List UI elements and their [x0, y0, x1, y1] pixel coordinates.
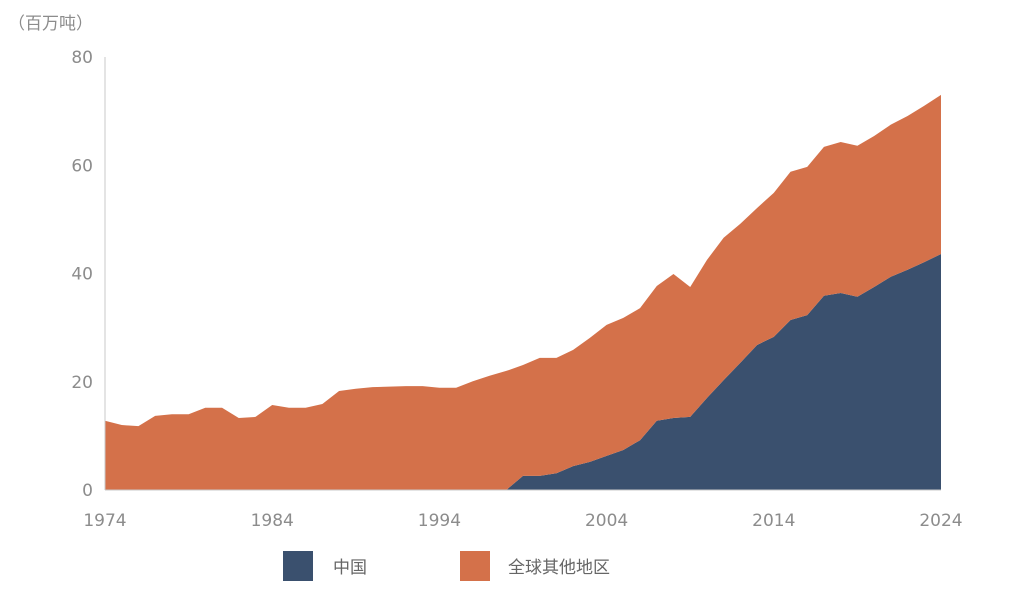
y-axis-unit-label: （百万吨） — [8, 14, 93, 34]
area-china — [105, 254, 941, 490]
y-tick-label: 40 — [71, 265, 93, 285]
legend-swatch-rest-of-world — [460, 551, 490, 581]
x-tick-label: 1984 — [251, 511, 294, 531]
y-tick-label: 20 — [71, 373, 93, 393]
y-tick-label: 80 — [71, 48, 93, 68]
y-tick-label: 0 — [82, 481, 93, 501]
legend-label-china: 中国 — [333, 558, 367, 578]
y-tick-label: 60 — [71, 156, 93, 176]
x-tick-label: 2024 — [919, 511, 962, 531]
x-tick-label: 1994 — [418, 511, 461, 531]
x-tick-label: 2014 — [752, 511, 795, 531]
area-rest-of-world — [105, 94, 941, 490]
x-tick-label: 1974 — [83, 511, 126, 531]
legend-label-rest-of-world: 全球其他地区 — [508, 558, 610, 578]
legend: 中国 全球其他地区 — [283, 551, 610, 581]
legend-swatch-china — [283, 551, 313, 581]
x-tick-label: 2004 — [585, 511, 628, 531]
